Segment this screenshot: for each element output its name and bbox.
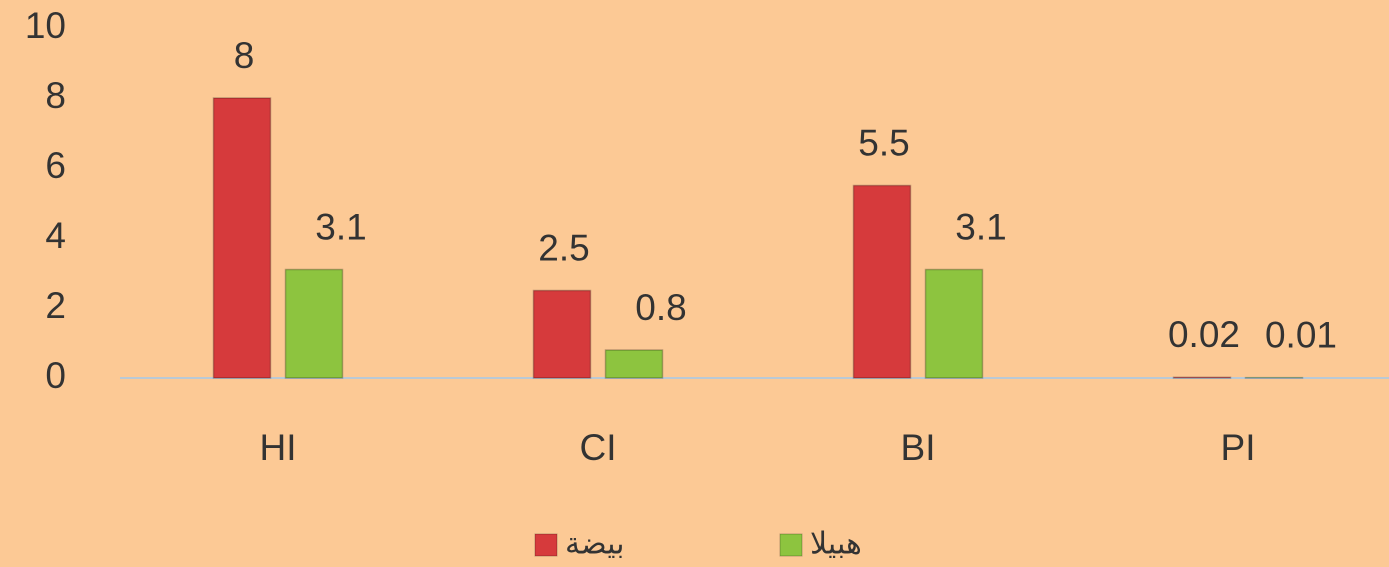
data-label: 3.1 bbox=[315, 206, 366, 247]
data-label: 5.5 bbox=[858, 122, 909, 163]
data-label: 3.1 bbox=[955, 206, 1006, 247]
y-tick-label: 4 bbox=[45, 215, 66, 256]
x-tick-label: CI bbox=[580, 427, 617, 468]
bar bbox=[604, 349, 664, 379]
data-label: 0.8 bbox=[635, 287, 686, 328]
data-label: 0.02 bbox=[1168, 314, 1240, 355]
bar bbox=[284, 268, 344, 379]
legend-text: بيضة bbox=[565, 527, 625, 562]
bar bbox=[1172, 376, 1232, 379]
data-label: 8 bbox=[234, 35, 255, 76]
x-tick-label: BI bbox=[901, 427, 936, 468]
x-tick-label: HI bbox=[260, 427, 297, 468]
legend-text: هبيلا bbox=[810, 527, 862, 562]
bar bbox=[852, 184, 912, 379]
data-label: 0.01 bbox=[1265, 314, 1337, 355]
bar bbox=[924, 268, 984, 379]
bar bbox=[532, 289, 592, 379]
y-tick-label: 6 bbox=[45, 145, 66, 186]
bar bbox=[212, 97, 272, 379]
x-tick-label: PI bbox=[1221, 427, 1256, 468]
y-tick-label: 8 bbox=[45, 75, 66, 116]
legend-swatch bbox=[534, 533, 558, 557]
y-tick-label: 2 bbox=[45, 285, 66, 326]
y-tick-label: 10 bbox=[25, 5, 66, 46]
data-label: 2.5 bbox=[538, 227, 589, 268]
legend-swatch bbox=[779, 533, 803, 557]
y-tick-label: 0 bbox=[45, 355, 66, 396]
